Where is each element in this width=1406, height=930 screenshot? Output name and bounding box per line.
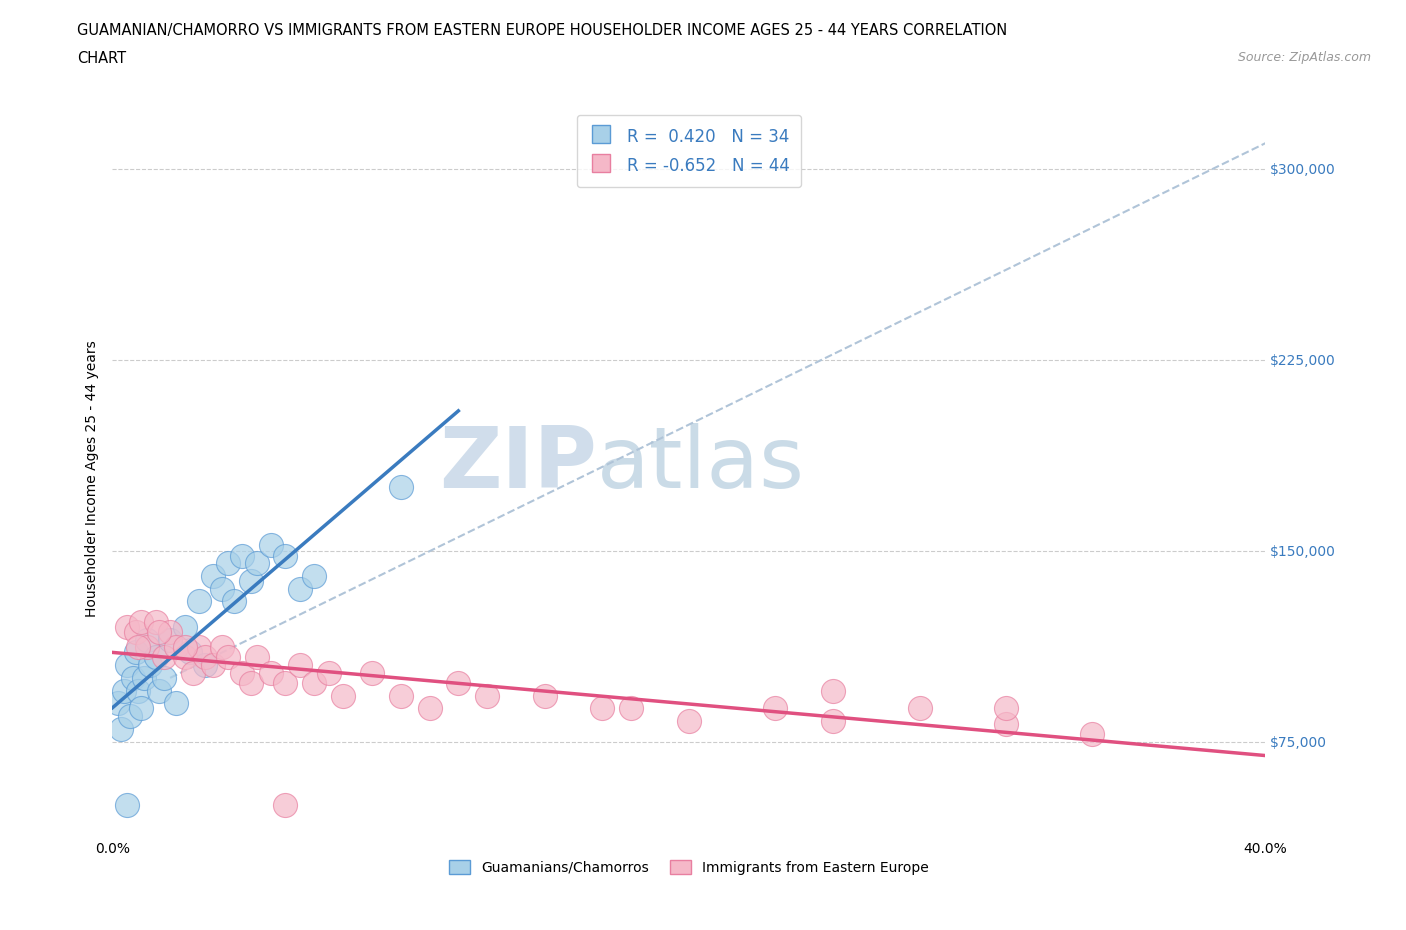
Point (173, 650, 195, 665)
Point (115, 619, 138, 634)
Point (908, 701, 931, 716)
Point (211, 640, 233, 655)
Point (534, 688, 557, 703)
Y-axis label: Householder Income Ages 25 - 44 years: Householder Income Ages 25 - 44 years (84, 340, 98, 618)
Point (246, 650, 269, 665)
Point (274, 548, 297, 563)
Point (419, 701, 441, 716)
Point (260, 665, 283, 680)
Point (139, 658, 162, 672)
Point (222, 594, 245, 609)
Point (231, 548, 253, 563)
Point (115, 798, 138, 813)
Point (194, 658, 217, 672)
Point (620, 701, 643, 716)
Legend: Guamanians/Chamorros, Immigrants from Eastern Europe: Guamanians/Chamorros, Immigrants from Ea… (444, 855, 934, 880)
Point (360, 665, 382, 680)
Point (112, 684, 135, 698)
Text: Source: ZipAtlas.com: Source: ZipAtlas.com (1237, 51, 1371, 64)
Text: ZIP: ZIP (439, 423, 596, 506)
Point (202, 568, 225, 583)
Point (145, 650, 167, 665)
Point (188, 594, 211, 609)
Point (173, 640, 195, 655)
Text: CHART: CHART (77, 51, 127, 66)
Point (821, 684, 844, 698)
Point (202, 658, 225, 672)
Point (1081, 726, 1104, 741)
Point (318, 665, 340, 680)
Point (239, 574, 262, 589)
Point (678, 713, 700, 728)
Point (124, 625, 146, 640)
Point (115, 658, 138, 672)
Point (134, 671, 156, 685)
Point (211, 581, 233, 596)
Point (765, 701, 787, 716)
Point (121, 671, 143, 685)
Point (821, 713, 844, 728)
Point (995, 701, 1018, 716)
Point (148, 684, 170, 698)
Point (136, 640, 159, 655)
Point (173, 619, 195, 634)
Point (165, 640, 187, 655)
Point (194, 650, 217, 665)
Point (107, 696, 129, 711)
Point (389, 688, 412, 703)
Point (153, 650, 176, 665)
Point (124, 645, 146, 660)
Point (288, 658, 311, 672)
Point (332, 688, 354, 703)
Point (304, 675, 326, 690)
Point (239, 675, 262, 690)
Point (181, 665, 204, 680)
Point (995, 716, 1018, 731)
Point (165, 696, 187, 711)
Point (148, 625, 170, 640)
Point (304, 568, 326, 583)
Point (274, 798, 297, 813)
Point (127, 640, 149, 655)
Point (188, 640, 211, 655)
Point (389, 480, 412, 495)
Point (592, 701, 614, 716)
Point (145, 615, 167, 630)
Point (136, 632, 159, 647)
Point (217, 650, 239, 665)
Point (246, 556, 269, 571)
Point (274, 675, 297, 690)
Point (231, 665, 253, 680)
Text: GUAMANIAN/CHAMORRO VS IMMIGRANTS FROM EASTERN EUROPE HOUSEHOLDER INCOME AGES 25 : GUAMANIAN/CHAMORRO VS IMMIGRANTS FROM EA… (77, 23, 1008, 38)
Point (118, 709, 141, 724)
Point (127, 684, 149, 698)
Point (447, 675, 470, 690)
Point (260, 538, 283, 553)
Text: atlas: atlas (596, 423, 804, 506)
Point (217, 556, 239, 571)
Point (110, 722, 132, 737)
Point (129, 701, 153, 716)
Point (153, 671, 176, 685)
Point (129, 615, 153, 630)
Point (159, 625, 181, 640)
Point (288, 581, 311, 596)
Point (159, 632, 181, 647)
Point (475, 688, 499, 703)
Point (179, 645, 201, 660)
